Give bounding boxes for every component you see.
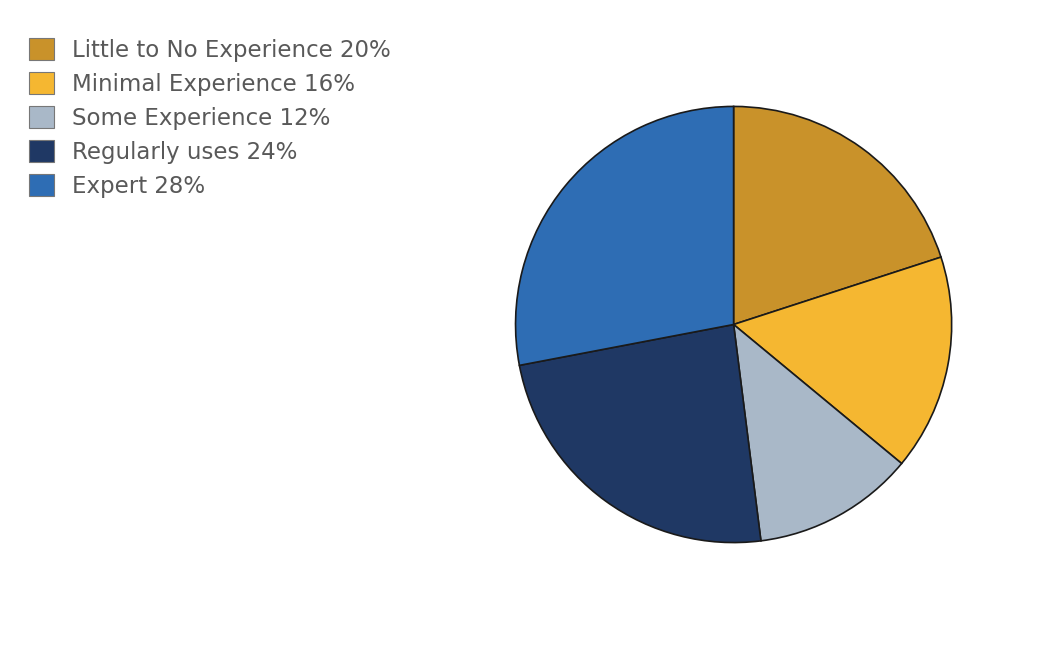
Wedge shape [520,324,761,543]
Wedge shape [734,324,901,541]
Legend: Little to No Experience 20%, Minimal Experience 16%, Some Experience 12%, Regula: Little to No Experience 20%, Minimal Exp… [22,31,398,205]
Wedge shape [734,257,952,463]
Wedge shape [734,106,941,324]
Wedge shape [516,106,734,365]
